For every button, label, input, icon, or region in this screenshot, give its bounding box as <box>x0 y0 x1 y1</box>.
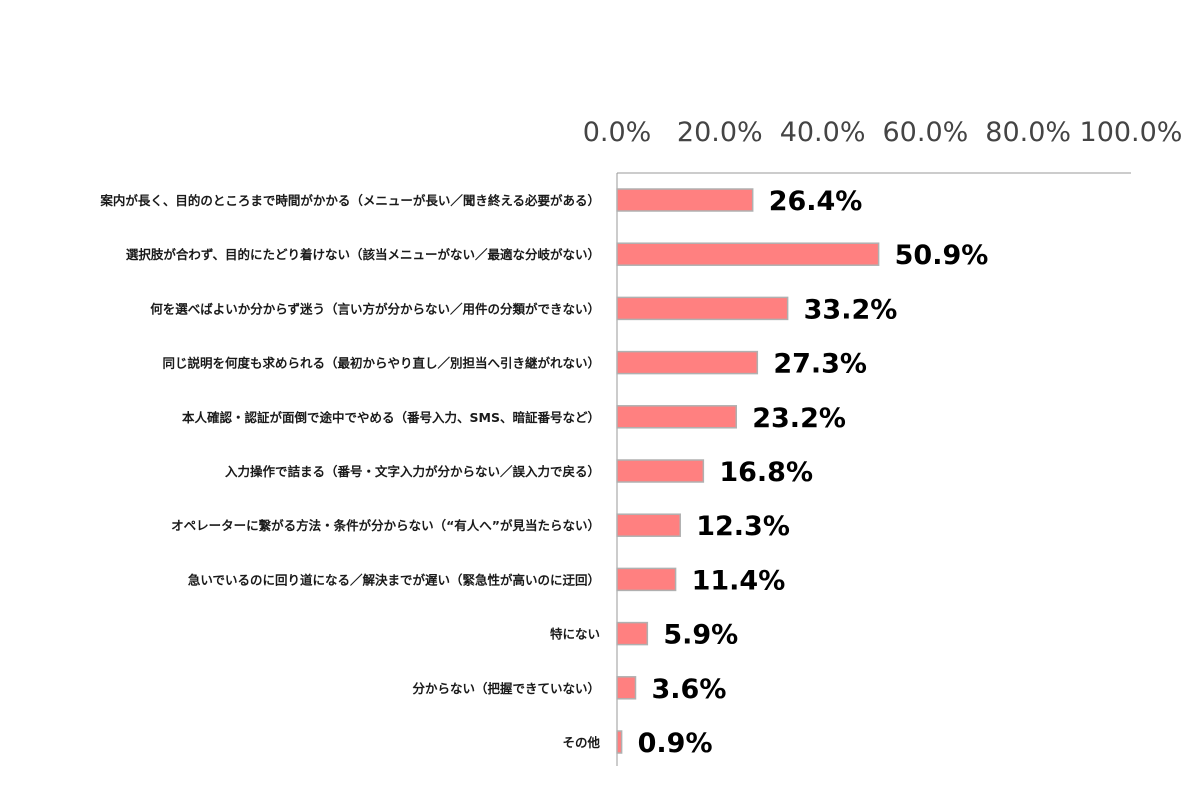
bar <box>616 567 677 592</box>
bar <box>616 621 649 646</box>
bar <box>616 242 880 266</box>
x-tick-label: 0.0% <box>583 117 652 148</box>
x-tick-label: 80.0% <box>985 117 1071 148</box>
data-label: 5.9% <box>663 620 738 651</box>
category-label: 特にない <box>550 627 600 642</box>
bar <box>616 296 789 321</box>
data-label: 23.2% <box>752 403 846 434</box>
category-label: 案内が長く、目的のところまで時間がかかる（メニューが長い／聞き終える必要がある） <box>99 193 600 208</box>
bar <box>616 676 637 700</box>
data-label: 50.9% <box>895 240 989 271</box>
bar <box>616 350 759 375</box>
data-label: 3.6% <box>652 674 727 705</box>
bar <box>616 513 681 537</box>
category-label: 何を選べばよいか分からず迷う（言い方が分からない／用件の分類ができない） <box>150 301 600 316</box>
bar <box>616 188 754 212</box>
category-label: 同じ説明を何度も求められる（最初からやり直し／別担当へ引き継がれない） <box>162 356 600 371</box>
data-label: 33.2% <box>804 294 898 325</box>
bar <box>616 459 705 483</box>
x-tick-label: 40.0% <box>780 117 866 148</box>
bar <box>616 405 737 429</box>
bars <box>616 188 880 754</box>
data-label: 0.9% <box>638 728 713 759</box>
bar <box>616 730 623 754</box>
data-label: 11.4% <box>692 565 786 596</box>
category-label: 分からない（把握できていない） <box>412 681 600 696</box>
data-label: 12.3% <box>696 511 790 542</box>
data-label: 27.3% <box>773 349 867 380</box>
x-tick-label: 20.0% <box>677 117 763 148</box>
category-labels: 案内が長く、目的のところまで時間がかかる（メニューが長い／聞き終える必要がある）… <box>99 193 600 750</box>
category-label: 入力操作で詰まる（番号・文字入力が分からない／誤入力で戻る） <box>225 464 600 479</box>
category-label: 選択肢が合わず、目的にたどり着けない（該当メニューがない／最適な分岐がない） <box>126 247 600 262</box>
x-tick-label: 60.0% <box>883 117 969 148</box>
category-label: 急いでいるのに回り道になる／解決までが遅い（緊急性が高いのに迂回） <box>188 572 600 587</box>
x-tick-labels: 0.0% 20.0% 40.0% 60.0% 80.0% 100.0% <box>583 117 1183 148</box>
x-tick-label: 100.0% <box>1080 117 1183 148</box>
category-label: 本人確認・認証が面倒で途中でやめる（番号入力、SMS、暗証番号など） <box>182 410 600 425</box>
data-labels: 26.4% 50.9% 33.2% 27.3% 23.2% 16.8% 12.3% 11.4%… <box>638 186 989 759</box>
category-label: その他 <box>562 735 600 750</box>
category-label: オペレーターに繋がる方法・条件が分からない（“有人へ”が見当たらない） <box>171 518 600 533</box>
data-label: 26.4% <box>769 186 863 217</box>
data-label: 16.8% <box>719 457 813 488</box>
